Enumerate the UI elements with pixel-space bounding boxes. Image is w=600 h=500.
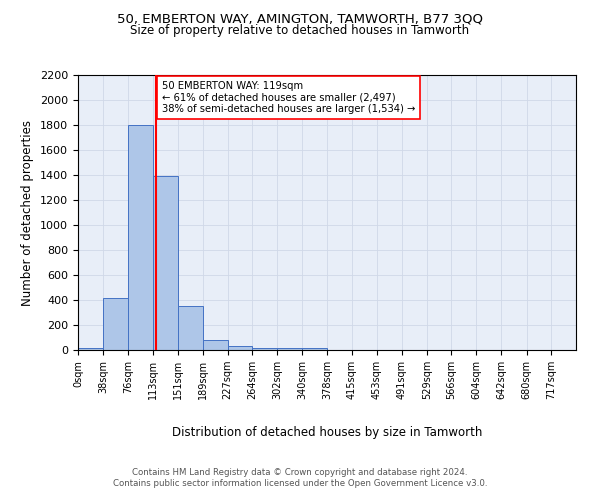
Bar: [302, 348, 328, 350]
Text: Size of property relative to detached houses in Tamworth: Size of property relative to detached ho…: [130, 24, 470, 37]
Y-axis label: Number of detached properties: Number of detached properties: [22, 120, 34, 306]
Text: 50 EMBERTON WAY: 119sqm
← 61% of detached houses are smaller (2,497)
38% of semi: 50 EMBERTON WAY: 119sqm ← 61% of detache…: [162, 81, 415, 114]
Bar: [78, 348, 103, 350]
Text: Distribution of detached houses by size in Tamworth: Distribution of detached houses by size …: [172, 426, 482, 439]
Bar: [228, 346, 252, 350]
Bar: [277, 348, 302, 350]
Bar: [203, 340, 228, 350]
Bar: [152, 176, 178, 350]
Bar: [103, 298, 128, 350]
Text: Contains HM Land Registry data © Crown copyright and database right 2024.
Contai: Contains HM Land Registry data © Crown c…: [113, 468, 487, 487]
Bar: [252, 348, 277, 350]
Bar: [128, 125, 152, 350]
Bar: [178, 306, 203, 350]
Text: 50, EMBERTON WAY, AMINGTON, TAMWORTH, B77 3QQ: 50, EMBERTON WAY, AMINGTON, TAMWORTH, B7…: [117, 12, 483, 26]
